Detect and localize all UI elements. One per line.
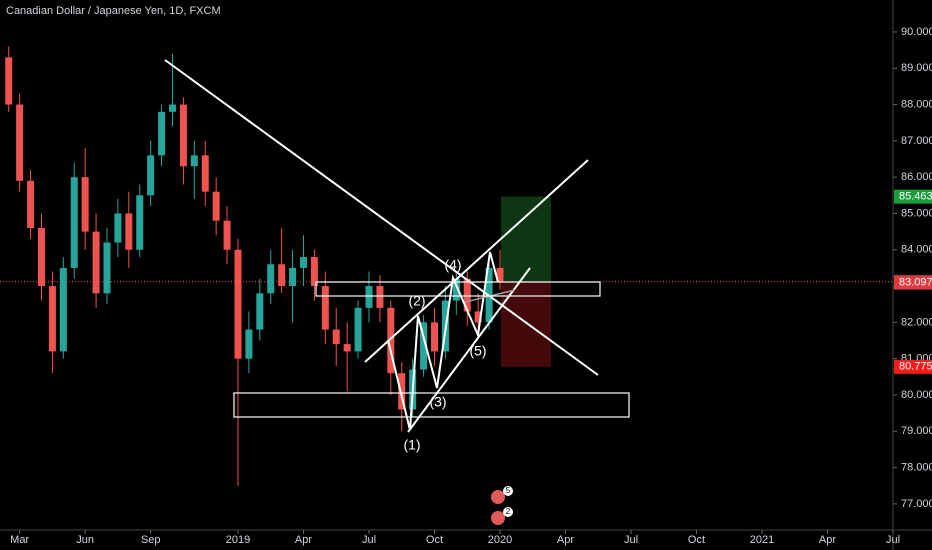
x-tick-label: Jul — [886, 534, 900, 546]
x-tick-label: Apr — [295, 534, 312, 546]
x-tick-label: 2021 — [750, 534, 774, 546]
wave-label: (1) — [403, 437, 420, 453]
candle-body — [59, 267, 67, 352]
candle-body — [158, 111, 166, 156]
y-tick-label: 77.000 — [901, 498, 932, 510]
candle-body — [420, 322, 428, 370]
wave-label: (3) — [429, 394, 446, 410]
candle-body — [125, 213, 133, 250]
candle-body — [430, 322, 438, 352]
candle-body — [234, 249, 242, 359]
price-badge-label: 80.775 — [899, 361, 932, 373]
candle-body — [310, 257, 318, 287]
candle-body — [245, 329, 253, 359]
event-badge[interactable] — [491, 511, 505, 525]
x-tick-label: Mar — [10, 534, 29, 546]
candle-body — [365, 286, 373, 308]
candle-body — [147, 155, 155, 196]
y-tick-label: 80.000 — [901, 389, 932, 401]
candle-body — [201, 155, 209, 192]
candle-body — [452, 278, 460, 301]
candle-body — [376, 286, 384, 308]
candle-body — [321, 286, 329, 330]
candle-body — [223, 220, 231, 250]
candle-body — [81, 177, 89, 232]
trend-line — [164, 59, 599, 376]
candle-body — [343, 344, 351, 352]
candle-body — [332, 329, 340, 345]
candle-body — [354, 307, 362, 352]
price-badge-label: 85.463 — [899, 191, 932, 203]
x-tick-label: Apr — [557, 534, 574, 546]
candle-body — [168, 104, 176, 112]
candle-body — [92, 231, 100, 294]
event-count: 5 — [506, 486, 511, 495]
candle-body — [299, 257, 307, 268]
x-tick-label: 2020 — [488, 534, 512, 546]
x-tick-label: Apr — [819, 534, 836, 546]
x-tick-label: Oct — [426, 534, 443, 546]
price-badge-label: 83.097 — [899, 276, 932, 288]
candle-body — [190, 155, 198, 167]
y-tick-label: 88.000 — [901, 98, 932, 110]
event-count-bg — [503, 507, 513, 517]
x-tick-label: 2019 — [226, 534, 250, 546]
candle-body — [267, 264, 275, 294]
candles — [5, 46, 504, 486]
price-badge — [894, 359, 932, 374]
event-count: 2 — [506, 507, 511, 516]
candle-body — [278, 264, 286, 287]
x-tick-label: Sep — [141, 534, 161, 546]
candle-body — [289, 267, 297, 287]
candle-body — [463, 278, 471, 312]
y-tick-label: 85.000 — [901, 207, 932, 219]
wave-label: (5) — [469, 343, 486, 359]
x-tick-label: Jul — [362, 534, 376, 546]
wave-label: (4) — [444, 257, 461, 273]
event-count-bg — [503, 486, 513, 496]
zone-rect — [233, 392, 630, 418]
zone-rect — [315, 281, 601, 297]
wave-path — [387, 251, 499, 431]
candle-body — [5, 57, 13, 105]
chart-title: Canadian Dollar / Japanese Yen, 1D, FXCM — [6, 5, 221, 17]
candle-body — [48, 286, 56, 352]
candle-body — [256, 293, 264, 330]
y-tick-label: 89.000 — [901, 62, 932, 74]
candle-body — [179, 104, 187, 167]
event-badge[interactable] — [491, 490, 505, 504]
candle-body — [37, 227, 45, 287]
candle-body — [114, 213, 122, 243]
candle-body — [103, 242, 111, 294]
y-tick-label: 86.000 — [901, 171, 932, 183]
loss-zone — [501, 282, 551, 367]
candle-body — [70, 177, 78, 268]
x-tick-label: Jun — [76, 534, 94, 546]
x-tick-label: Jul — [624, 534, 638, 546]
wave-label: (2) — [408, 293, 425, 309]
candle-body — [387, 307, 395, 374]
candle-body — [212, 191, 220, 221]
candle-body — [496, 267, 504, 283]
y-tick-label: 87.000 — [901, 135, 932, 147]
price-badge — [894, 275, 932, 290]
price-badge — [894, 189, 932, 204]
candle-body — [398, 373, 406, 410]
y-tick-label: 78.000 — [901, 461, 932, 473]
y-tick-label: 79.000 — [901, 425, 932, 437]
candle-body — [474, 311, 482, 323]
y-tick-label: 82.000 — [901, 316, 932, 328]
candle-body — [16, 104, 24, 181]
profit-zone — [501, 196, 551, 283]
y-tick-label: 90.000 — [901, 26, 932, 38]
candle-body — [136, 195, 144, 250]
channel-line — [407, 267, 531, 433]
candle-body — [27, 180, 35, 228]
x-tick-label: Oct — [688, 534, 705, 546]
y-tick-label: 84.000 — [901, 244, 932, 256]
drawings: (1) (2) (3) (4) (5) — [164, 59, 630, 453]
channel-line — [364, 159, 589, 363]
